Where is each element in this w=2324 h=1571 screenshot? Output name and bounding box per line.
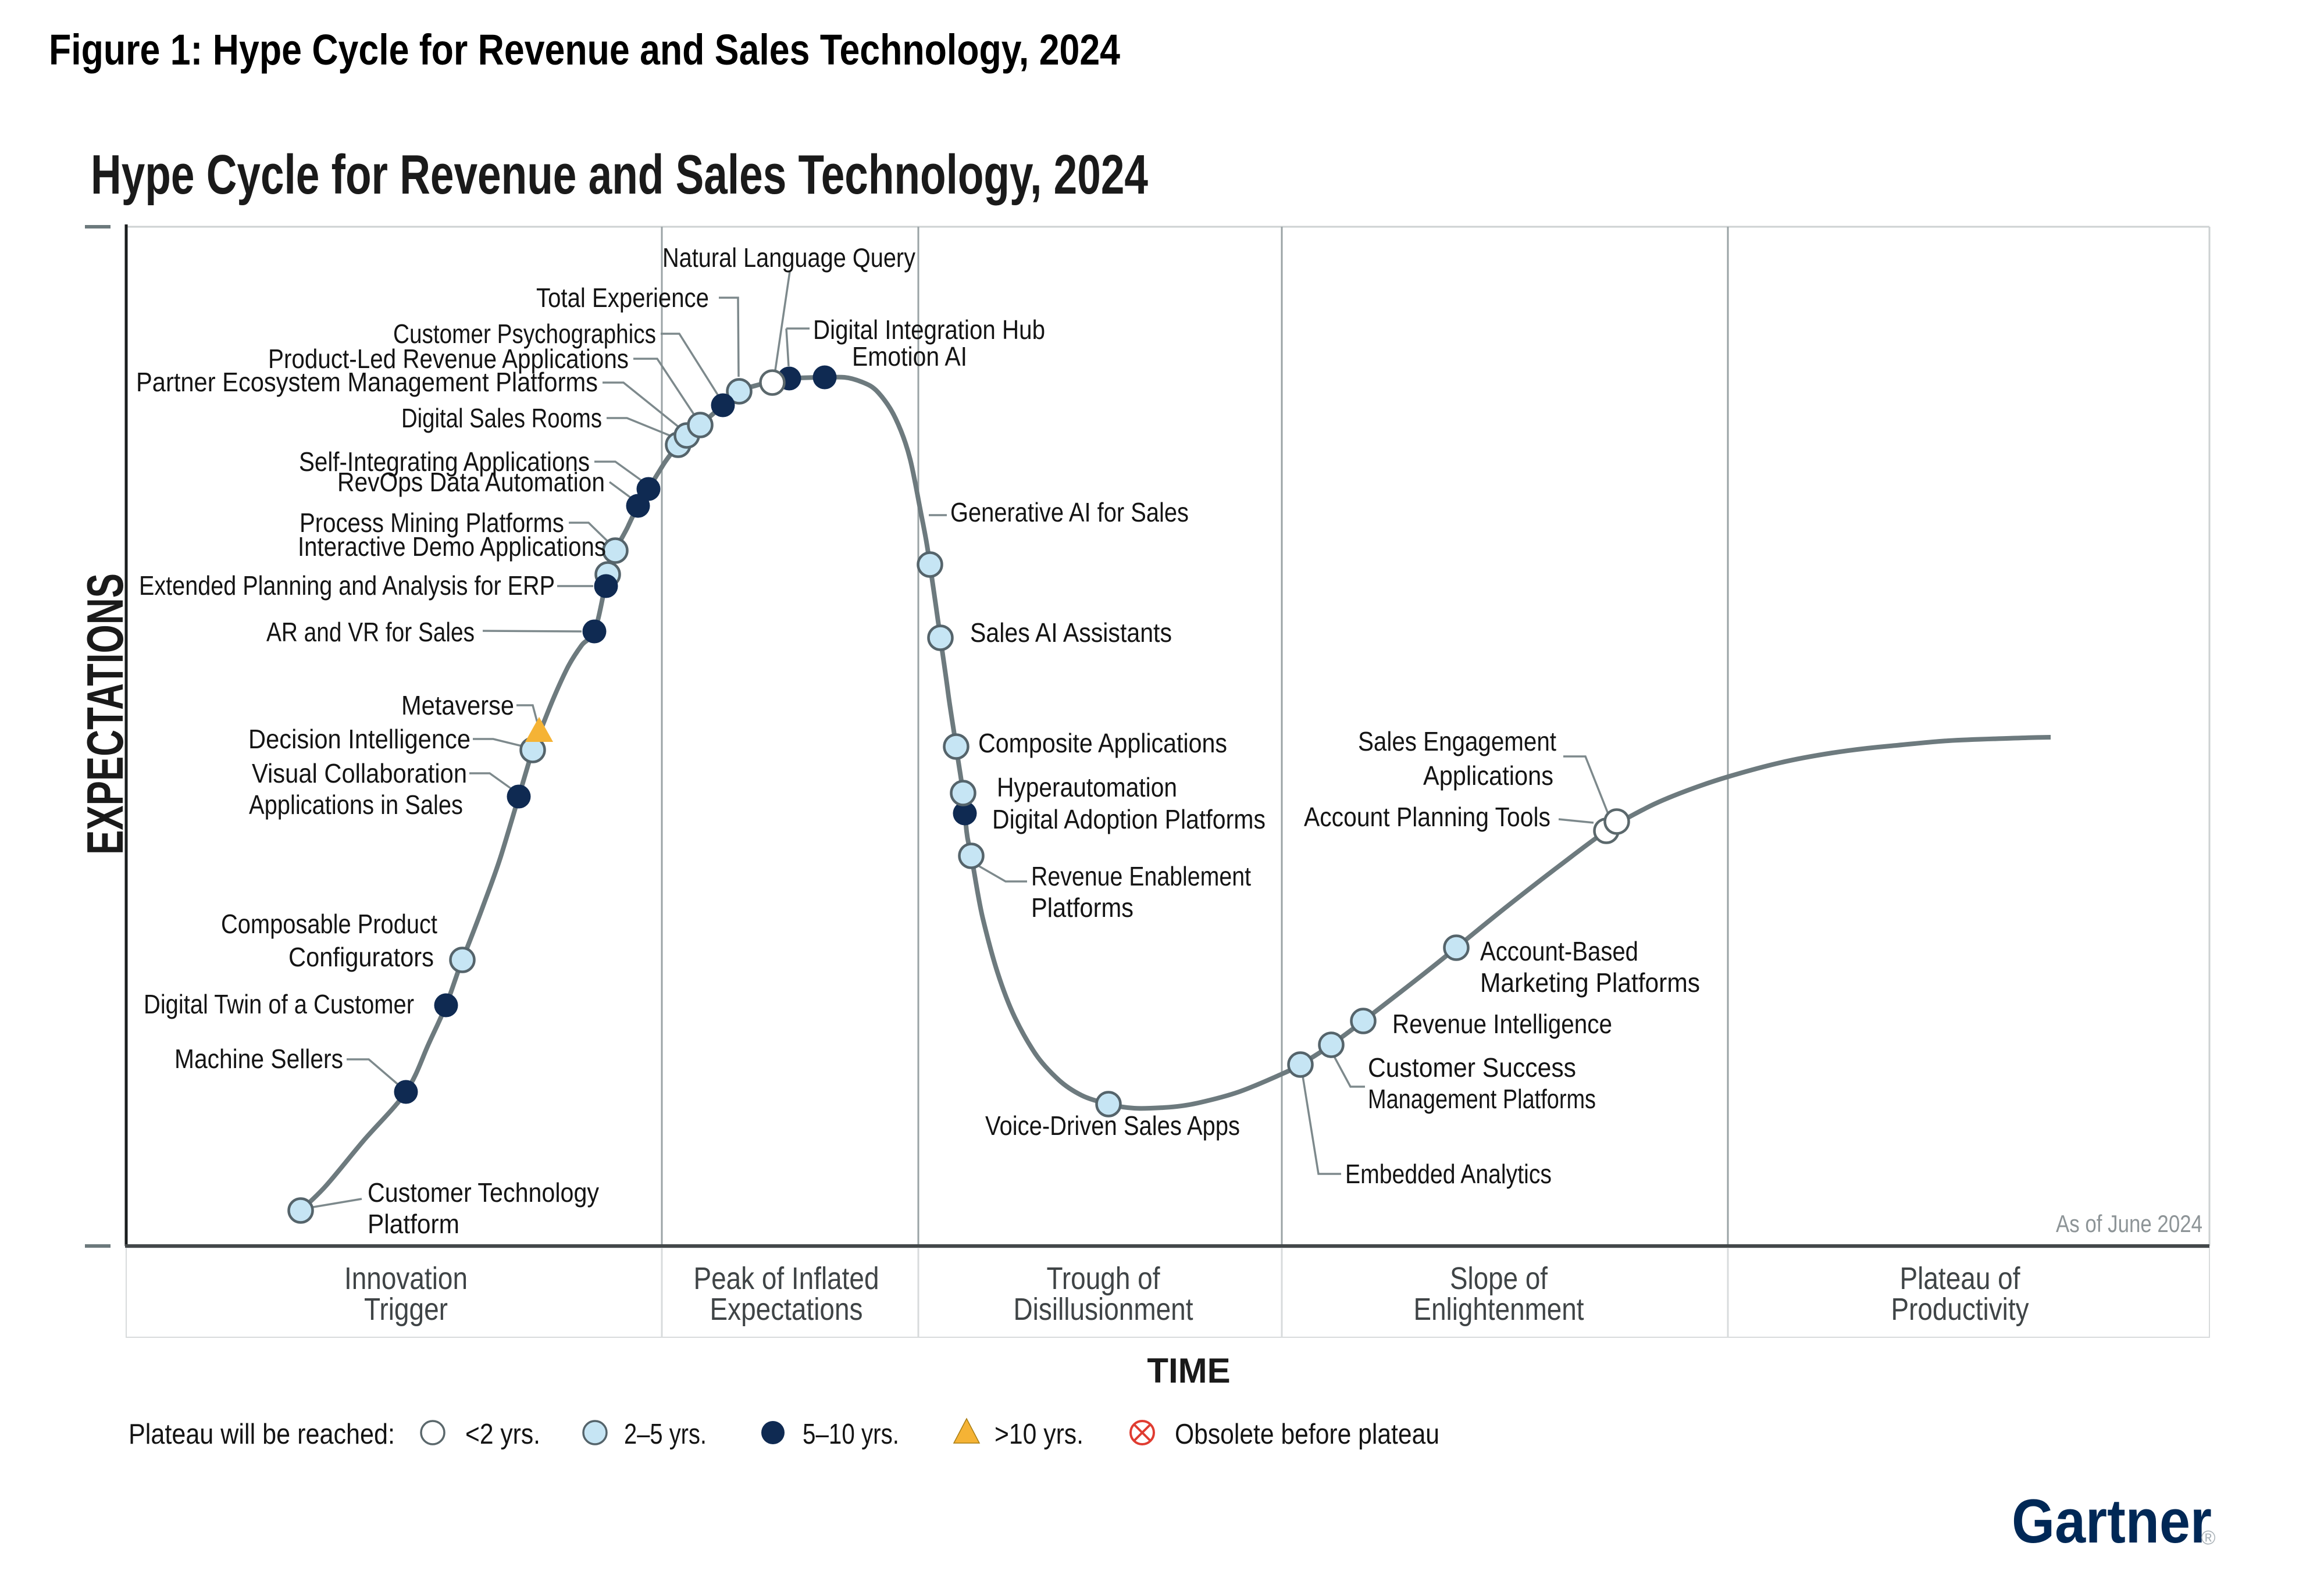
svg-text:Hype Cycle for Revenue and Sal: Hype Cycle for Revenue and Sales Technol… <box>91 144 1148 206</box>
svg-text:Partner Ecosystem Management P: Partner Ecosystem Management Platforms <box>136 367 598 397</box>
svg-text:®: ® <box>2201 1527 2215 1549</box>
svg-text:Revenue Enablement: Revenue Enablement <box>1031 861 1251 891</box>
svg-text:Peak of Inflated: Peak of Inflated <box>694 1261 879 1296</box>
svg-text:Platform: Platform <box>368 1209 459 1239</box>
svg-text:Obsolete before plateau: Obsolete before plateau <box>1175 1419 1439 1450</box>
svg-text:Figure 1: Hype Cycle for Reven: Figure 1: Hype Cycle for Revenue and Sal… <box>49 26 1120 74</box>
svg-text:Digital Integration Hub: Digital Integration Hub <box>813 315 1045 345</box>
svg-text:Management Platforms: Management Platforms <box>1368 1084 1596 1114</box>
svg-text:Trigger: Trigger <box>364 1292 448 1327</box>
svg-text:Applications in Sales: Applications in Sales <box>249 790 463 820</box>
svg-text:Innovation: Innovation <box>344 1261 468 1296</box>
svg-text:<2 yrs.: <2 yrs. <box>465 1419 540 1450</box>
svg-text:EXPECTATIONS: EXPECTATIONS <box>76 573 134 855</box>
svg-text:Process Mining Platforms: Process Mining Platforms <box>300 508 564 538</box>
svg-text:Account Planning Tools: Account Planning Tools <box>1304 802 1550 832</box>
svg-text:Digital Adoption Platforms: Digital Adoption Platforms <box>992 804 1266 834</box>
svg-text:Revenue Intelligence: Revenue Intelligence <box>1392 1009 1612 1039</box>
svg-text:Account-Based: Account-Based <box>1480 936 1638 966</box>
svg-text:Applications: Applications <box>1423 760 1553 791</box>
svg-text:Product-Led Revenue Applicatio: Product-Led Revenue Applications <box>268 344 629 374</box>
svg-text:TIME: TIME <box>1147 1351 1230 1390</box>
svg-text:Customer Psychographics: Customer Psychographics <box>393 319 656 349</box>
svg-text:Customer Success: Customer Success <box>1368 1052 1576 1083</box>
svg-text:Plateau will be reached:: Plateau will be reached: <box>129 1419 395 1450</box>
svg-text:Self-Integrating Applications: Self-Integrating Applications <box>299 447 590 477</box>
svg-text:Composite Applications: Composite Applications <box>978 728 1227 758</box>
svg-text:Extended Planning and Analysis: Extended Planning and Analysis for ERP <box>139 570 555 601</box>
svg-text:Emotion AI: Emotion AI <box>852 341 967 372</box>
svg-text:Productivity: Productivity <box>1891 1292 2029 1327</box>
svg-text:Digital Sales Rooms: Digital Sales Rooms <box>401 403 602 433</box>
svg-text:Enlightenment: Enlightenment <box>1414 1292 1584 1327</box>
svg-text:Generative AI for Sales: Generative AI for Sales <box>950 497 1189 527</box>
svg-text:5–10 yrs.: 5–10 yrs. <box>803 1419 899 1450</box>
svg-text:Expectations: Expectations <box>710 1292 863 1327</box>
svg-text:Gartner: Gartner <box>2012 1486 2212 1556</box>
svg-text:Platforms: Platforms <box>1031 892 1134 923</box>
svg-text:Embedded Analytics: Embedded Analytics <box>1345 1159 1552 1189</box>
svg-text:Metaverse: Metaverse <box>401 690 514 720</box>
svg-text:Hyperautomation: Hyperautomation <box>997 772 1177 802</box>
svg-text:Digital Twin of a Customer: Digital Twin of a Customer <box>144 989 414 1019</box>
svg-text:Disillusionment: Disillusionment <box>1014 1292 1193 1327</box>
svg-text:As of June 2024: As of June 2024 <box>2056 1210 2202 1237</box>
svg-text:Marketing Platforms: Marketing Platforms <box>1480 967 1700 998</box>
svg-text:Visual Collaboration: Visual Collaboration <box>252 758 467 788</box>
svg-text:Composable Product: Composable Product <box>221 909 437 939</box>
svg-text:Machine Sellers: Machine Sellers <box>174 1044 343 1074</box>
svg-text:RevOps Data Automation: RevOps Data Automation <box>337 467 605 497</box>
svg-text:>10 yrs.: >10 yrs. <box>995 1419 1083 1450</box>
svg-text:Configurators: Configurators <box>288 942 434 972</box>
svg-text:Total Experience: Total Experience <box>536 283 709 313</box>
svg-text:AR and VR for Sales: AR and VR for Sales <box>266 617 475 647</box>
svg-text:Interactive Demo Applications: Interactive Demo Applications <box>298 531 606 562</box>
svg-text:Customer Technology: Customer Technology <box>368 1177 599 1208</box>
svg-text:2–5 yrs.: 2–5 yrs. <box>624 1419 707 1450</box>
svg-text:Decision Intelligence: Decision Intelligence <box>248 724 470 754</box>
svg-text:Natural Language Query: Natural Language Query <box>662 242 915 273</box>
svg-text:Plateau of: Plateau of <box>1900 1261 2021 1296</box>
svg-text:Trough of: Trough of <box>1047 1261 1161 1296</box>
svg-text:Sales Engagement: Sales Engagement <box>1358 726 1556 756</box>
svg-text:Sales AI Assistants: Sales AI Assistants <box>970 617 1172 648</box>
svg-text:Voice-Driven Sales Apps: Voice-Driven Sales Apps <box>985 1111 1240 1141</box>
svg-text:Slope of: Slope of <box>1450 1261 1548 1296</box>
